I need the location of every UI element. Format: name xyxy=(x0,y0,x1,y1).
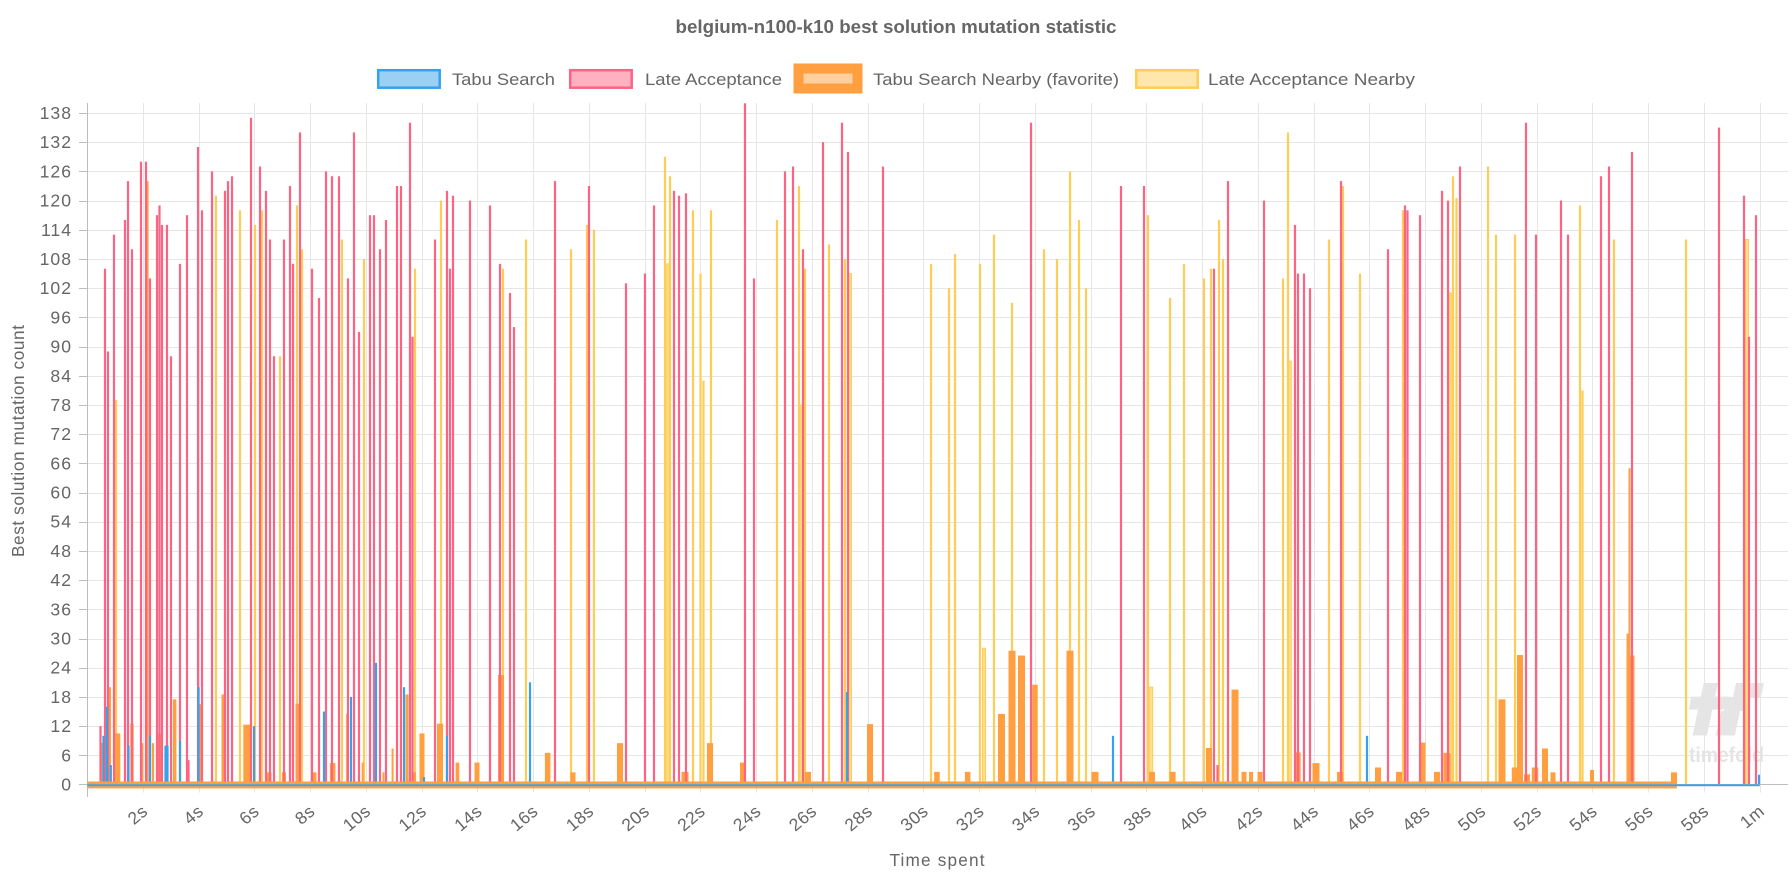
svg-text:54: 54 xyxy=(50,512,72,532)
svg-text:78: 78 xyxy=(50,395,72,415)
svg-text:60: 60 xyxy=(50,483,72,503)
svg-text:72: 72 xyxy=(50,424,72,444)
svg-text:108: 108 xyxy=(40,249,72,269)
svg-text:6: 6 xyxy=(61,745,72,765)
svg-text:66: 66 xyxy=(50,453,72,473)
svg-text:Best solution mutation count: Best solution mutation count xyxy=(8,325,28,557)
svg-text:Time spent: Time spent xyxy=(890,850,985,870)
svg-text:114: 114 xyxy=(41,220,72,240)
svg-text:30: 30 xyxy=(50,629,72,649)
svg-text:belgium-n100-k10 best solution: belgium-n100-k10 best solution mutation … xyxy=(676,17,1117,37)
svg-text:132: 132 xyxy=(40,132,72,152)
svg-text:0: 0 xyxy=(61,775,72,795)
svg-text:84: 84 xyxy=(50,366,72,386)
svg-text:42: 42 xyxy=(50,570,72,590)
svg-text:138: 138 xyxy=(40,103,72,123)
svg-text:18: 18 xyxy=(50,687,72,707)
svg-text:timefold: timefold xyxy=(1689,743,1764,767)
svg-text:Late Acceptance: Late Acceptance xyxy=(645,70,782,89)
svg-text:Tabu Search: Tabu Search xyxy=(452,70,555,89)
svg-text:90: 90 xyxy=(50,337,72,357)
svg-text:96: 96 xyxy=(50,307,72,327)
svg-text:102: 102 xyxy=(40,278,72,298)
svg-text:36: 36 xyxy=(50,599,72,619)
svg-text:48: 48 xyxy=(50,541,72,561)
svg-text:120: 120 xyxy=(40,191,72,211)
svg-text:24: 24 xyxy=(50,658,72,678)
svg-text:126: 126 xyxy=(40,161,72,181)
svg-text:12: 12 xyxy=(50,716,72,736)
svg-text:Tabu Search Nearby (favorite): Tabu Search Nearby (favorite) xyxy=(873,70,1119,89)
svg-text:Late Acceptance Nearby: Late Acceptance Nearby xyxy=(1208,70,1416,89)
